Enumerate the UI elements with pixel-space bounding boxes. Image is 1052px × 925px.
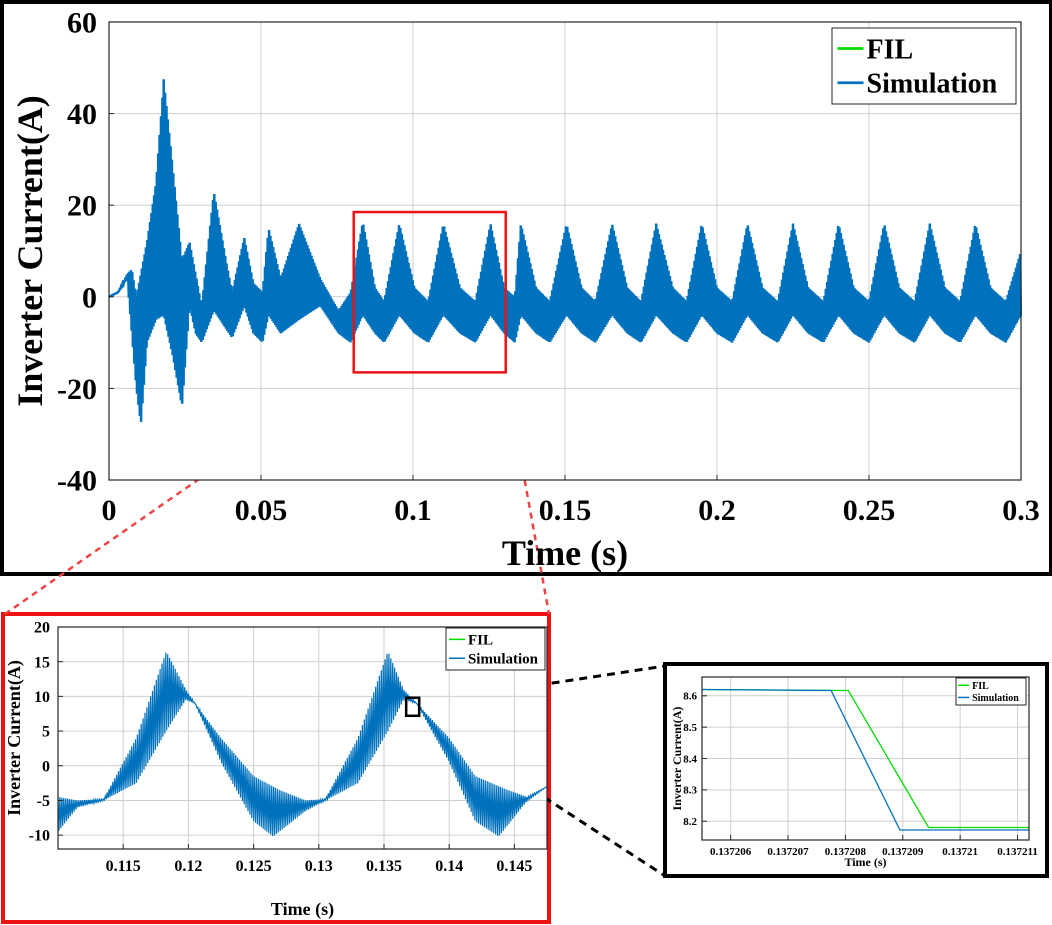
zoom-x-tick-label: 0.135 bbox=[366, 858, 402, 875]
main-y-tick-label: 0 bbox=[82, 281, 97, 314]
zoom-x-tick-label: 0.115 bbox=[106, 858, 141, 875]
main-x-axis-label: Time (s) bbox=[502, 533, 628, 573]
detail-chart: 0.137206 0.137207 0.137208 0.137209 0.13721 0… bbox=[670, 676, 1038, 869]
zoom-y-axis-label: Inverter Current(A) bbox=[4, 660, 25, 816]
main-panel-frame bbox=[0, 0, 1052, 576]
detail-x-tick-label: 0.137209 bbox=[882, 846, 924, 858]
zoom-legend-label-fil: FIL bbox=[468, 633, 493, 649]
main-y-tick-label: 60 bbox=[67, 7, 97, 40]
main-x-tick-label: 0.2 bbox=[698, 494, 736, 527]
zoom-x-tick-label: 0.145 bbox=[496, 858, 532, 875]
main-y-tick-label: 20 bbox=[67, 190, 97, 223]
detail-y-tick-label: 8.5 bbox=[683, 722, 697, 734]
detail-series-simulation-line bbox=[701, 688, 1029, 831]
detail-x-tick-label: 0.137207 bbox=[767, 846, 809, 858]
detail-connector-top bbox=[426, 664, 666, 704]
zoom-x-tick-label: 0.12 bbox=[174, 858, 202, 875]
zoom-panel-frame bbox=[1, 612, 551, 924]
detail-y-axis-label: Inverter Current(A) bbox=[670, 707, 684, 811]
zoom-y-tick-label: -5 bbox=[37, 793, 50, 810]
detail-x-axis-label: Time (s) bbox=[844, 855, 886, 869]
zoom-y-tick-label: 5 bbox=[42, 724, 50, 741]
detail-x-tick-label: 0.137206 bbox=[710, 846, 752, 858]
main-x-tick-label: 0 bbox=[102, 494, 117, 527]
detail-x-tick-label: 0.13721 bbox=[942, 846, 978, 858]
main-y-axis-label: Inverter Current(A) bbox=[10, 95, 50, 407]
detail-y-tick-label: 8.3 bbox=[683, 785, 697, 797]
zoom-x-axis-label: Time (s) bbox=[271, 899, 334, 920]
zoom-legend-label-simulation: Simulation bbox=[468, 651, 539, 667]
detail-y-tick-label: 8.2 bbox=[683, 816, 697, 828]
zoom-axes-box bbox=[57, 626, 548, 850]
main-legend-label-simulation: Simulation bbox=[867, 69, 998, 100]
zoom-x-tick-label: 0.125 bbox=[236, 858, 272, 875]
zoom-legend: FIL Simulation bbox=[445, 627, 546, 671]
main-zoom-region-box bbox=[352, 210, 507, 374]
detail-panel-frame bbox=[663, 662, 1049, 878]
main-legend-box bbox=[831, 27, 1017, 105]
zoom-y-tick-label: -10 bbox=[29, 828, 50, 845]
zoom-chart: 0.115 0.12 0.125 0.13 0.135 0.14 0.145 -10 -5 0 5 1… bbox=[4, 620, 548, 920]
detail-y-tick-label: 8.4 bbox=[683, 753, 697, 765]
zoom-zoom-region-box bbox=[404, 696, 421, 718]
zoom-legend-box bbox=[445, 627, 546, 671]
main-legend-label-fil: FIL bbox=[867, 34, 914, 65]
main-x-tick-label: 0.1 bbox=[394, 494, 432, 527]
zoom-y-tick-label: 10 bbox=[34, 689, 50, 706]
zoom-y-tick-label: 0 bbox=[42, 758, 50, 775]
main-x-tick-label: 0.15 bbox=[539, 494, 592, 527]
zoom-series-simulation-line bbox=[57, 652, 548, 837]
main-y-tick-label: 40 bbox=[67, 98, 97, 131]
main-x-tick-label: 0.05 bbox=[235, 494, 288, 527]
main-chart: 0 0.05 0.1 0.15 0.2 0.25 0.3 -40 -20 0 20 40 60 Time … bbox=[10, 7, 1040, 574]
detail-x-tick-label: 0.137211 bbox=[997, 846, 1038, 858]
main-y-tick-label: -20 bbox=[57, 373, 97, 406]
main-series-simulation-line bbox=[108, 79, 1023, 422]
detail-legend-label-simulation: Simulation bbox=[972, 693, 1019, 704]
main-legend: FIL Simulation bbox=[831, 27, 1017, 105]
main-y-tick-label: -40 bbox=[57, 465, 97, 498]
detail-legend-label-fil: FIL bbox=[972, 681, 989, 692]
detail-legend-box bbox=[955, 677, 1027, 706]
main-x-tick-label: 0.3 bbox=[1002, 494, 1040, 527]
zoom-x-tick-label: 0.13 bbox=[305, 858, 333, 875]
main-x-tick-label: 0.25 bbox=[843, 494, 896, 527]
detail-y-tick-label: 8.6 bbox=[683, 691, 697, 703]
zoom-x-tick-label: 0.14 bbox=[435, 858, 463, 875]
zoom-y-tick-label: 15 bbox=[34, 654, 50, 671]
zoom-connector-right bbox=[503, 371, 551, 615]
detail-x-tick-label: 0.137208 bbox=[825, 846, 867, 858]
zoom-y-tick-label: 20 bbox=[34, 620, 50, 637]
